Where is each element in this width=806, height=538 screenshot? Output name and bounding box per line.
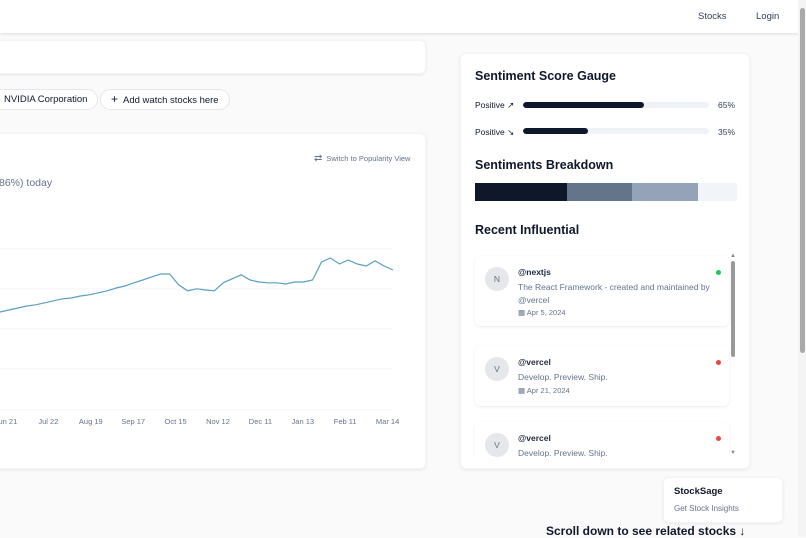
sentiment-panel: Sentiment Score Gauge Positive ↗ 65% Pos… <box>460 53 750 469</box>
influential-list: N @nextjs The React Framework - created an… <box>461 251 751 457</box>
x-tick-label: Aug 19 <box>78 417 103 426</box>
page-scroll-thumb[interactable] <box>799 8 805 353</box>
switch-label: Switch to Popularity View <box>326 154 411 163</box>
date-text: Apr 21, 2024 <box>526 386 570 395</box>
nav-stocks-link[interactable]: Stocks <box>698 11 727 22</box>
repeat-icon: ⇄ <box>314 153 323 164</box>
x-tick-label: Mar 14 <box>375 417 400 426</box>
price-chart-card: ⇄ Switch to Popularity View 86%) today <box>0 133 426 469</box>
scroll-hint: Scroll down to see related stocks ↓ <box>546 524 746 538</box>
influencer-handle[interactable]: @nextjs <box>518 267 551 277</box>
breakdown-segment <box>632 183 698 201</box>
gauge-label: Positive ↗ <box>475 100 515 110</box>
influencer-description: Develop. Preview. Ship. <box>518 448 608 457</box>
x-tick-label: Oct 15 <box>164 417 187 426</box>
date-text: Apr 5, 2024 <box>526 308 566 317</box>
price-line-chart <box>0 248 394 411</box>
influencer-card[interactable]: V @vercel Develop. Preview. Ship. <box>475 422 729 457</box>
x-tick-label: Sep 17 <box>121 417 146 426</box>
calendar-icon: ▦ <box>518 308 526 317</box>
scroll-thumb[interactable] <box>731 261 735 357</box>
influencer-card[interactable]: V @vercel Develop. Preview. Ship. ▦ Apr 21,… <box>475 346 729 406</box>
watch-chip-nvidia[interactable]: NVIDIA Corporation <box>0 89 99 110</box>
post-date: ▦ Apr 21, 2024 <box>518 386 570 395</box>
influencer-description: The React Framework - created and mainta… <box>518 282 710 305</box>
page-scrollbar[interactable] <box>798 0 806 537</box>
gauge-bar-fill <box>523 128 589 134</box>
navbar: Stocks Login <box>0 0 798 33</box>
scroll-down-icon[interactable]: ▼ <box>730 450 736 456</box>
gauge-bar <box>523 102 709 108</box>
list-scrollbar[interactable]: ▲ ▼ <box>729 253 737 456</box>
toast-subtitle: Get Stock Insights <box>674 504 739 513</box>
gauge-bar-fill <box>523 102 644 108</box>
breakdown-segment <box>566 183 633 201</box>
breakdown-bar <box>475 183 737 201</box>
nav-login-link[interactable]: Login <box>756 11 780 22</box>
x-tick-label: Jan 13 <box>291 417 315 426</box>
toast-title: StockSage <box>674 486 723 497</box>
gauge-pct: 65% <box>718 100 736 110</box>
breakdown-segment <box>475 183 567 201</box>
x-tick-label: Nov 12 <box>206 417 230 426</box>
scroll-up-icon[interactable]: ▲ <box>730 253 736 259</box>
influencer-handle[interactable]: @vercel <box>518 433 551 443</box>
gauge-title: Sentiment Score Gauge <box>475 69 617 83</box>
plus-icon: + <box>111 92 119 106</box>
switch-popularity-view-button[interactable]: ⇄ Switch to Popularity View <box>314 153 410 164</box>
post-date: ▦ Apr 5, 2024 <box>518 308 566 317</box>
avatar: V <box>485 357 509 381</box>
avatar: V <box>485 433 509 457</box>
gauge-pct: 35% <box>718 127 736 137</box>
price-line <box>0 257 394 313</box>
influential-title: Recent Influential <box>475 223 580 237</box>
influencer-description: Develop. Preview. Ship. <box>518 372 608 382</box>
gauge-bar <box>523 128 709 134</box>
add-watch-label: Add watch stocks here <box>123 95 219 106</box>
x-tick-label: Jul 22 <box>38 417 59 426</box>
avatar: N <box>485 267 509 291</box>
gauge-label: Positive ↘ <box>475 127 515 137</box>
x-tick-label: Jun 21 <box>0 417 18 426</box>
breakdown-title: Sentiments Breakdown <box>475 158 614 172</box>
x-tick-label: Dec 11 <box>248 417 272 426</box>
stock-header-card <box>0 40 426 74</box>
breakdown-segment <box>697 183 737 201</box>
status-dot <box>716 360 721 365</box>
x-tick-label: Feb 11 <box>333 417 357 426</box>
price-change-text: 86%) today <box>0 177 53 189</box>
influencer-handle[interactable]: @vercel <box>518 357 551 367</box>
influencer-card[interactable]: N @nextjs The React Framework - created an… <box>475 256 729 326</box>
add-watch-stock-button[interactable]: + Add watch stocks here <box>100 89 230 110</box>
stocksage-toast[interactable]: StockSage Get Stock Insights <box>663 477 783 523</box>
status-dot <box>716 270 721 275</box>
status-dot <box>716 436 721 441</box>
calendar-icon: ▦ <box>518 386 526 395</box>
